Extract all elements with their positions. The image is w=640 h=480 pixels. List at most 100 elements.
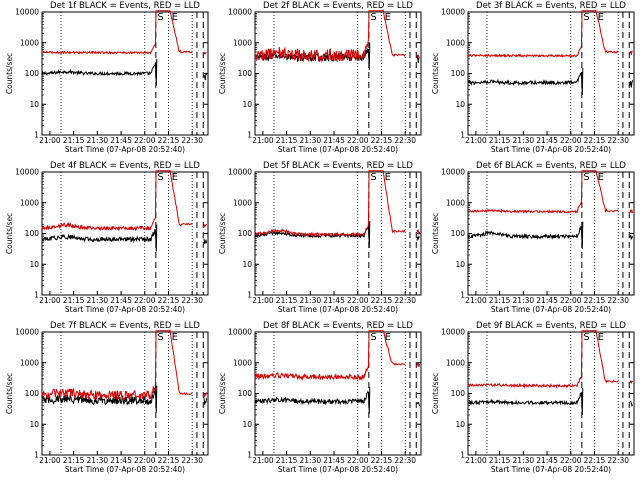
y-tick-label: 1000: [20, 198, 39, 207]
y-axis-label: Counts/sec: [431, 213, 440, 254]
y-tick-label: 1000: [20, 358, 39, 367]
x-tick-label: 22:15: [371, 136, 393, 145]
y-axis-label: Counts/sec: [218, 53, 227, 94]
events-series-tail: [416, 235, 420, 241]
end-marker: E: [172, 12, 178, 23]
events-series-line: [41, 385, 158, 413]
lld-series-tail: [629, 50, 633, 55]
x-tick-label: 22:00: [134, 456, 156, 465]
lld-series-tail: [416, 54, 420, 59]
y-tick-label: 10: [455, 260, 465, 269]
x-tick-label: 22:15: [158, 296, 180, 305]
detector-chart-3: Det 3f BLACK = Events, RED = LLD 1 10 100 10…: [431, 1, 635, 154]
chart-title: Det 2f BLACK = Events, RED = LLD: [263, 1, 413, 11]
start-marker: S: [157, 332, 163, 343]
x-tick-label: 21:15: [276, 296, 298, 305]
events-series-tail: [203, 72, 208, 81]
x-axis-label: Start Time (07-Apr-08 20:52:40): [65, 305, 185, 314]
events-series-line: [467, 68, 584, 96]
chart-title: Det 6f BLACK = Events, RED = LLD: [476, 161, 626, 171]
x-tick-label: 21:00: [465, 136, 487, 145]
x-tick-label: 21:30: [513, 136, 535, 145]
y-tick-label: 100: [238, 229, 253, 238]
y-tick-label: 10000: [228, 8, 252, 17]
x-tick-label: 22:30: [181, 296, 203, 305]
x-tick-label: 21:45: [110, 456, 132, 465]
end-marker: E: [172, 332, 178, 343]
x-tick-label: 22:00: [560, 456, 582, 465]
y-tick-label: 100: [25, 69, 40, 78]
x-axis-label: Start Time (07-Apr-08 20:52:40): [65, 465, 185, 474]
end-marker: E: [385, 12, 391, 23]
x-tick-label: 21:45: [536, 456, 558, 465]
plot-frame: [41, 171, 209, 296]
start-marker: S: [370, 12, 376, 23]
lld-series-tail: [203, 223, 207, 228]
y-tick-label: 10: [29, 100, 39, 109]
lld-series-line: [41, 329, 193, 401]
lld-series-line: [42, 10, 193, 55]
lld-series-tail: [629, 379, 633, 385]
events-series-line: [254, 220, 371, 248]
start-marker: S: [157, 172, 163, 183]
events-series-line: [467, 221, 584, 249]
end-marker: E: [598, 332, 604, 343]
y-tick-label: 1: [34, 451, 39, 460]
y-tick-label: 1000: [233, 198, 252, 207]
y-tick-label: 10: [29, 420, 39, 429]
start-marker: S: [583, 172, 589, 183]
y-axis-label: Counts/sec: [218, 373, 227, 414]
x-tick-label: 21:15: [63, 136, 85, 145]
x-tick-label: 21:15: [63, 456, 85, 465]
x-tick-label: 22:00: [134, 296, 156, 305]
y-tick-label: 10000: [15, 328, 39, 337]
y-tick-label: 1000: [446, 38, 465, 47]
lld-series-line: [254, 170, 406, 238]
y-tick-label: 10: [455, 420, 465, 429]
x-axis-label: Start Time (07-Apr-08 20:52:40): [278, 305, 398, 314]
x-tick-label: 22:30: [607, 296, 629, 305]
x-tick-label: 21:15: [489, 456, 511, 465]
x-tick-label: 22:15: [158, 136, 180, 145]
y-tick-label: 10000: [441, 168, 465, 177]
x-tick-label: 21:30: [87, 136, 109, 145]
y-tick-label: 10000: [228, 328, 252, 337]
chart-title: Det 1f BLACK = Events, RED = LLD: [50, 1, 200, 11]
detector-chart-1: Det 1f BLACK = Events, RED = LLD 1 10 100 10…: [5, 1, 209, 154]
y-tick-label: 100: [451, 69, 466, 78]
y-tick-label: 1: [460, 291, 465, 300]
detector-chart-2: Det 2f BLACK = Events, RED = LLD 1 10 100 10…: [218, 1, 422, 154]
y-axis-label: Counts/sec: [431, 53, 440, 94]
lld-series-line: [468, 170, 619, 214]
y-tick-label: 1: [460, 451, 465, 460]
events-series-tail: [629, 80, 634, 88]
x-tick-label: 21:30: [300, 456, 322, 465]
end-marker: E: [172, 172, 178, 183]
y-tick-label: 10: [242, 260, 252, 269]
x-tick-label: 21:45: [536, 296, 558, 305]
detector-chart-9: Det 9f BLACK = Events, RED = LLD 1 10 100 10…: [431, 321, 635, 474]
y-tick-label: 100: [238, 69, 253, 78]
start-marker: S: [583, 332, 589, 343]
x-tick-label: 22:30: [394, 136, 416, 145]
x-tick-label: 21:15: [489, 136, 511, 145]
x-tick-label: 22:00: [347, 136, 369, 145]
plot-frame: [467, 11, 635, 136]
events-series-tail: [203, 238, 208, 245]
x-tick-label: 21:45: [536, 136, 558, 145]
y-tick-label: 1: [34, 291, 39, 300]
events-series-line: [41, 224, 158, 252]
x-tick-label: 21:30: [300, 296, 322, 305]
x-tick-label: 21:45: [110, 136, 132, 145]
x-tick-label: 22:30: [394, 296, 416, 305]
x-tick-label: 21:15: [489, 296, 511, 305]
end-marker: E: [385, 172, 391, 183]
x-tick-label: 21:00: [39, 456, 61, 465]
detector-chart-4: Det 4f BLACK = Events, RED = LLD 1 10 100 10…: [5, 161, 209, 314]
events-series-line: [41, 58, 158, 86]
chart-title: Det 4f BLACK = Events, RED = LLD: [50, 161, 200, 171]
plot-frame: [254, 331, 422, 456]
end-marker: E: [385, 332, 391, 343]
detector-chart-7: Det 7f BLACK = Events, RED = LLD 1 10 100 10…: [5, 321, 209, 474]
